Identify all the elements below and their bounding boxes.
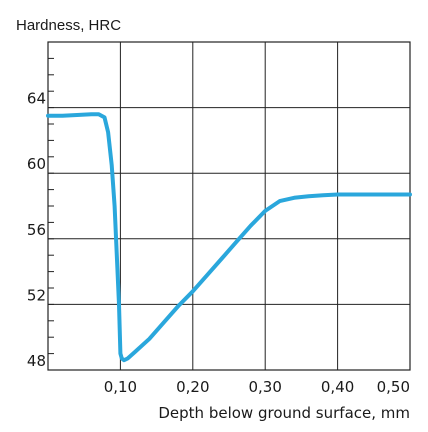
hardness-series-line <box>46 112 412 363</box>
y-tick-label: 52 <box>27 286 46 304</box>
y-tick-label: 64 <box>27 90 46 108</box>
x-axis-title: Depth below ground surface, mm <box>158 404 410 422</box>
y-tick-label: 56 <box>27 221 46 239</box>
y-tick-label: 48 <box>27 352 46 370</box>
y-tick-label: 60 <box>27 155 46 173</box>
plot-frame <box>47 41 411 371</box>
grid <box>48 42 411 370</box>
y-axis-title: Hardness, HRC <box>16 17 121 34</box>
x-tick-labels: 0,10 0,20 0,30 0,40 0,50 <box>104 378 410 396</box>
y-minor-ticks <box>48 57 54 355</box>
x-tick-label: 0,30 <box>248 378 281 396</box>
x-tick-label: 0,10 <box>104 378 137 396</box>
x-tick-label: 0,20 <box>176 378 209 396</box>
x-tick-label: 0,50 <box>377 378 410 396</box>
y-tick-labels: 48 52 56 60 64 <box>27 90 46 370</box>
x-tick-label: 0,40 <box>321 378 354 396</box>
